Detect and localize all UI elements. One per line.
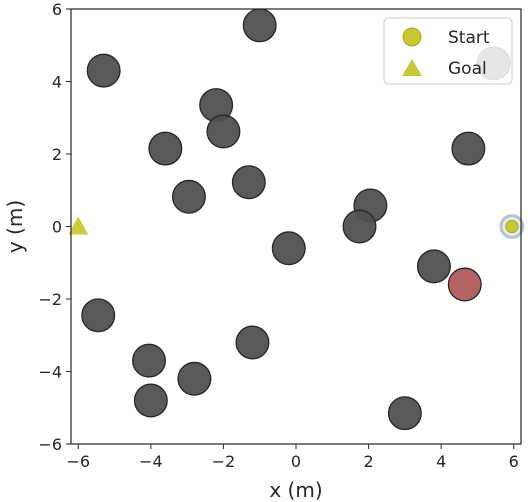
x-tick-label: 0 [291,452,301,471]
y-tick-label: 2 [52,145,62,164]
obstacle-point [149,132,182,165]
obstacle-point [232,166,265,199]
y-tick-label: −6 [38,435,62,454]
x-tick-label: −2 [212,452,236,471]
legend: Start Goal [384,18,512,84]
obstacle-point [135,384,168,417]
legend-goal-label: Goal [448,59,487,79]
start-point [506,220,518,232]
obstacle-point [236,326,269,359]
y-tick-label: −4 [38,363,62,382]
legend-start-label: Start [448,28,490,48]
y-tick-label: 4 [52,73,62,92]
obstacle-point [207,115,240,148]
x-axis-label: x (m) [269,478,322,502]
y-axis-label: y (m) [3,200,27,253]
agent-point [448,268,481,301]
obstacle-point [343,210,376,243]
y-tick-label: 6 [52,0,62,19]
obstacle-point [389,397,422,430]
x-tick-label: 6 [509,452,519,471]
x-tick-label: −4 [139,452,163,471]
y-tick-label: −2 [38,290,62,309]
x-tick-label: 4 [436,452,446,471]
obstacle-point [87,54,120,87]
y-tick-label: 0 [52,218,62,237]
legend-start-marker [403,28,421,46]
x-tick-label: −6 [66,452,90,471]
obstacle-point [272,232,305,265]
obstacle-point [133,344,166,377]
obstacle-point [173,180,206,213]
obstacle-point [452,132,485,165]
x-tick-label: 2 [363,452,373,471]
obstacle-point [418,250,451,283]
obstacle-point [243,9,276,42]
obstacle-point [82,299,115,332]
obstacle-point [178,362,211,395]
